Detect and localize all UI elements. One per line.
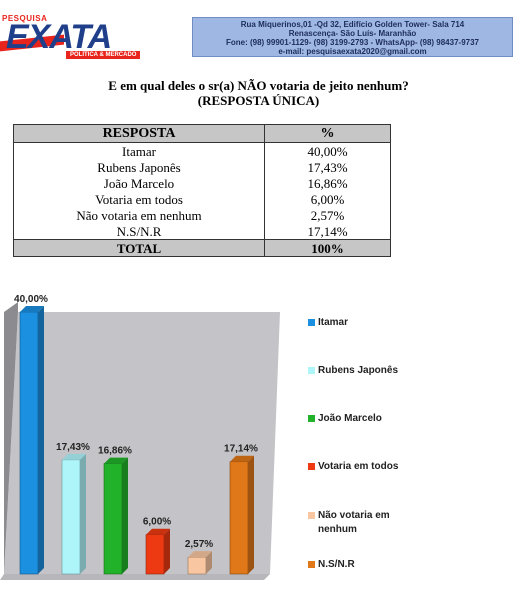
row-value: 17,14% bbox=[264, 223, 391, 240]
row-label: Não votaria em nenhum bbox=[13, 207, 265, 223]
results-table: RESPOSTA % Itamar 40,00% Rubens Japonês 17… bbox=[13, 124, 391, 257]
data-label-4: 2,57% bbox=[185, 539, 213, 550]
question-text: E em qual deles o sr(a) NÃO votaria de j… bbox=[108, 78, 409, 93]
data-label-0: 40,00% bbox=[14, 294, 48, 305]
row-value: 17,43% bbox=[264, 159, 391, 175]
legend-label: Itamar bbox=[318, 317, 349, 328]
table-row: Não votaria em nenhum 2,57% bbox=[13, 207, 391, 223]
legend-swatch bbox=[308, 415, 315, 422]
question-note: (RESPOSTA ÚNICA) bbox=[197, 93, 320, 108]
row-value: 6,00% bbox=[264, 191, 391, 207]
legend-label: Rubens Japonês bbox=[318, 365, 399, 376]
logo-subtitle: POLÍTICA & MERCADO bbox=[66, 51, 141, 59]
logo-word: EXATA bbox=[6, 18, 112, 56]
row-label: N.S/N.R bbox=[13, 223, 265, 240]
contact-city: Renascença- São Luís- Maranhão bbox=[288, 29, 417, 38]
bar-top-5 bbox=[230, 455, 254, 462]
row-label: Rubens Japonês bbox=[13, 159, 265, 175]
row-value: 16,86% bbox=[264, 175, 391, 191]
row-value: 40,00% bbox=[264, 142, 391, 159]
bar-side-3 bbox=[164, 528, 170, 574]
total-label: TOTAL bbox=[13, 239, 265, 257]
table-row: Rubens Japonês 17,43% bbox=[13, 159, 391, 175]
bar-chart: 40,00% 17,43% 16,86% 6,00% 2,57% 17,14% Itama… bbox=[0, 288, 416, 594]
chart-floor bbox=[0, 574, 270, 580]
row-value: 2,57% bbox=[264, 207, 391, 223]
bar-0 bbox=[19, 311, 39, 575]
table-row: N.S/N.R 17,14% bbox=[13, 223, 391, 240]
contact-address: Rua Miquerinos,01 -Qd 32, Edifício Golde… bbox=[240, 20, 465, 29]
table-total-row: TOTAL 100% bbox=[13, 239, 391, 257]
legend-swatch bbox=[308, 463, 315, 470]
legend-swatch bbox=[308, 367, 315, 374]
bar-5 bbox=[229, 461, 249, 575]
bar-2 bbox=[103, 463, 123, 575]
row-label: Itamar bbox=[13, 142, 265, 159]
bar-side-4 bbox=[206, 551, 212, 574]
table-row: Votaria em todos 6,00% bbox=[13, 191, 391, 207]
row-label: João Marcelo bbox=[13, 175, 265, 191]
bar-top-2 bbox=[104, 457, 128, 464]
row-label: Votaria em todos bbox=[13, 191, 265, 207]
legend-label: N.S/N.R bbox=[318, 559, 355, 570]
legend-swatch bbox=[308, 561, 315, 568]
data-label-3: 6,00% bbox=[143, 517, 171, 528]
data-label-1: 17,43% bbox=[56, 442, 90, 453]
logo: PESQUISA EXATA POLÍTICA & MERCADO bbox=[0, 14, 154, 60]
legend-label: Votaria em todos bbox=[318, 461, 399, 472]
bar-top-3 bbox=[146, 528, 170, 535]
legend-label: Não votaria em nenhum bbox=[318, 510, 390, 535]
data-label-2: 16,86% bbox=[98, 446, 132, 457]
contact-phones: Fone: (98) 99901-1129- (98) 3199-2793 - … bbox=[225, 38, 479, 47]
table-row: João Marcelo 16,86% bbox=[13, 175, 391, 191]
bar-top-0 bbox=[20, 306, 44, 312]
bar-3 bbox=[145, 534, 165, 575]
legend-swatch bbox=[308, 319, 315, 326]
chart-plot: 40,00% 17,43% 16,86% 6,00% 2,57% 17,14% bbox=[0, 294, 280, 580]
header-response: RESPOSTA bbox=[13, 124, 265, 143]
bar-side-0 bbox=[38, 306, 44, 574]
table-header-row: RESPOSTA % bbox=[13, 124, 391, 143]
bar-side-2 bbox=[122, 457, 128, 574]
logo-top-label: PESQUISA bbox=[2, 14, 48, 23]
header-percent: % bbox=[264, 124, 391, 143]
legend-swatch bbox=[308, 512, 315, 519]
legend-label: João Marcelo bbox=[318, 413, 382, 424]
contact-box: Rua Miquerinos,01 -Qd 32, Edifício Golde… bbox=[192, 17, 513, 57]
bar-side-1 bbox=[80, 453, 86, 574]
total-value: 100% bbox=[264, 239, 391, 257]
chart-side-wall bbox=[4, 302, 18, 574]
data-label-5: 17,14% bbox=[224, 444, 258, 455]
bar-top-1 bbox=[62, 453, 86, 460]
contact-email: e-mail: pesquisaexata2020@gmail.com bbox=[278, 47, 427, 56]
bar-side-5 bbox=[248, 455, 254, 574]
bar-top-4 bbox=[188, 551, 212, 558]
bar-4 bbox=[187, 556, 207, 575]
table-row: Itamar 40,00% bbox=[13, 142, 391, 159]
question: E em qual deles o sr(a) NÃO votaria de j… bbox=[0, 78, 517, 108]
bar-1 bbox=[61, 459, 81, 575]
